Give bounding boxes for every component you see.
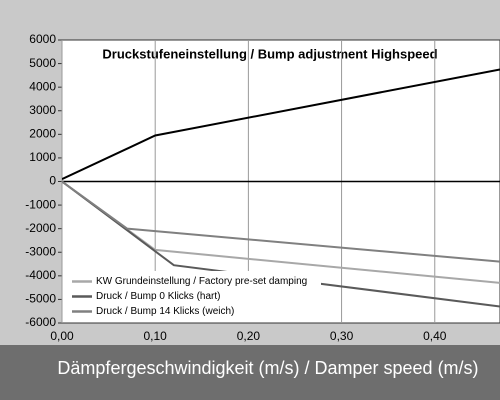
legend-label: KW Grundeinstellung / Factory pre-set da… bbox=[96, 276, 307, 287]
y-tick-label: -3000 bbox=[25, 244, 56, 258]
y-tick-label: -2000 bbox=[25, 221, 56, 235]
legend-box bbox=[66, 271, 321, 322]
y-tick-label: 0 bbox=[49, 174, 56, 188]
series-line bbox=[62, 68, 500, 181]
x-tick-label: 0,00 bbox=[50, 329, 74, 343]
series-line bbox=[62, 180, 500, 263]
y-tick-label: 3000 bbox=[29, 103, 56, 117]
y-tick-label: 1000 bbox=[29, 150, 56, 164]
x-tick-label: 0,30 bbox=[330, 329, 354, 343]
y-tick-label: -6000 bbox=[25, 315, 56, 329]
x-label-band bbox=[0, 345, 500, 400]
chart-title: Druckstufeneinstellung / Bump adjustment… bbox=[102, 46, 437, 61]
y-tick-label: -5000 bbox=[25, 292, 56, 306]
legend-label: Druck / Bump 0 Klicks (hart) bbox=[96, 291, 220, 302]
y-tick-label: -1000 bbox=[25, 197, 56, 211]
legend-label: Druck / Bump 14 Klicks (weich) bbox=[96, 306, 234, 317]
y-tick-label: 6000 bbox=[29, 32, 56, 46]
x-axis-label: Dämpfergeschwindigkeit (m/s) / Damper sp… bbox=[57, 358, 478, 378]
y-tick-label: 2000 bbox=[29, 127, 56, 141]
x-tick-label: 0,20 bbox=[237, 329, 261, 343]
y-tick-label: 5000 bbox=[29, 56, 56, 70]
x-tick-label: 0,40 bbox=[423, 329, 447, 343]
y-tick-label: 4000 bbox=[29, 79, 56, 93]
y-tick-label: -4000 bbox=[25, 268, 56, 282]
x-tick-label: 0,10 bbox=[144, 329, 168, 343]
